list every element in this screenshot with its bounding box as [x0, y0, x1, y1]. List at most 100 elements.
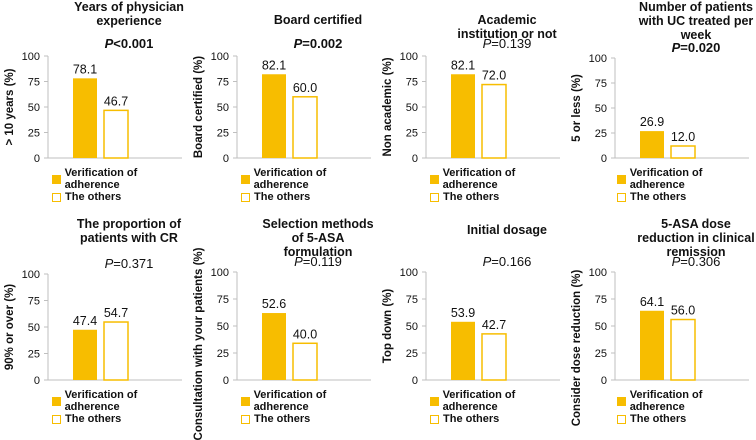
y-tick-label: 50	[217, 321, 229, 333]
plot-area: 0 25 50 75 100 26.9 12.0	[589, 53, 749, 165]
legend-entry: Verification of adherence	[430, 389, 567, 413]
plot-area: 0 25 50 75 100 47.4 54.7	[22, 269, 182, 387]
bar-adherence	[262, 74, 286, 158]
data-label: 56.0	[671, 304, 695, 318]
y-tick-label: 25	[217, 348, 229, 360]
legend-label-others: The others	[65, 191, 122, 203]
bar-others	[481, 333, 507, 381]
plot-area: 0 25 50 75 100 82.1 72.0	[400, 51, 560, 165]
p-value: P=0.119	[259, 254, 377, 269]
plot-area: 0 25 50 75 100 78.1 46.7	[22, 51, 182, 165]
y-axis-label: Board certified (%)	[193, 55, 205, 159]
legend: Verification of adherence The others	[241, 389, 378, 428]
p-value: P=0.166	[448, 254, 566, 269]
plot-area: 0 25 50 75 100 53.9 42.7	[400, 267, 560, 387]
bar-others	[103, 321, 129, 381]
legend-entry: The others	[52, 410, 189, 428]
legend-label-others: The others	[443, 413, 500, 425]
chart-title: The proportion of patients with CR	[76, 217, 182, 245]
p-value-symbol: P	[104, 256, 114, 271]
legend-swatch-adherence	[241, 174, 250, 184]
y-tick-label: 25	[406, 128, 418, 140]
p-value-number: =0.166	[491, 254, 532, 269]
y-tick-label: 0	[601, 375, 607, 387]
p-value-symbol: P	[671, 254, 681, 269]
y-tick-label: 75	[28, 77, 40, 89]
legend-entry: The others	[52, 188, 189, 206]
legend-label-others: The others	[443, 191, 500, 203]
p-value: P=0.306	[637, 254, 755, 269]
y-tick-label: 50	[406, 102, 418, 114]
y-tick-label: 50	[595, 321, 607, 333]
legend-swatch-adherence	[52, 174, 61, 184]
y-tick-label: 0	[34, 153, 40, 165]
legend-swatch-others	[430, 414, 439, 424]
bar-adherence	[451, 74, 475, 158]
p-value: P=0.371	[70, 256, 188, 271]
p-value-symbol: P	[294, 254, 303, 269]
data-label: 47.4	[73, 314, 97, 328]
legend-swatch-others	[52, 192, 61, 202]
p-value: P=0.002	[259, 36, 377, 51]
legend-entry: Verification of adherence	[617, 389, 756, 413]
p-value-number: =0.139	[491, 36, 532, 51]
data-label: 46.7	[104, 94, 128, 108]
legend-entry: The others	[430, 188, 567, 206]
legend-swatch-others	[430, 192, 439, 202]
y-tick-label: 0	[601, 153, 607, 165]
y-tick-label: 25	[28, 349, 40, 361]
data-label: 52.6	[262, 297, 286, 311]
legend-label-adherence: Verification of adherence	[64, 167, 138, 191]
legend-label-others: The others	[254, 191, 311, 203]
data-label: 42.7	[482, 318, 506, 332]
chart-title: Number of patients with UC treated per w…	[638, 0, 754, 42]
bar-adherence	[451, 321, 475, 380]
legend-entry: Verification of adherence	[430, 167, 567, 191]
chart-title: Years of physician experience	[74, 0, 184, 28]
y-axis-label: > 10 years (%)	[4, 68, 16, 146]
legend-entry: The others	[430, 410, 567, 428]
y-tick-label: 0	[412, 153, 418, 165]
legend-label-adherence: Verification of adherence	[64, 389, 138, 413]
legend: Verification of adherence The others	[241, 167, 378, 206]
legend-swatch-adherence	[430, 174, 439, 184]
p-value-number: =0.371	[113, 256, 154, 271]
legend-swatch-adherence	[430, 396, 439, 406]
legend: Verification of adherence The others	[52, 167, 189, 206]
p-value-symbol: P	[482, 36, 492, 51]
legend-label-adherence: Verification of adherence	[629, 167, 703, 191]
legend-entry: Verification of adherence	[617, 167, 756, 191]
y-tick-label: 0	[223, 153, 229, 165]
y-tick-label: 25	[406, 348, 418, 360]
chart-title: Initial dosage	[467, 223, 547, 237]
chart-panel-7: Initial dosage P=0.166 0 25 50 75 100 53.9 42.7 T…	[378, 217, 567, 434]
y-tick-label: 0	[412, 375, 418, 387]
legend-swatch-others	[241, 192, 250, 202]
y-tick-label: 75	[406, 294, 418, 306]
bar-others	[670, 145, 696, 159]
data-label: 64.1	[640, 295, 664, 309]
data-label: 60.0	[293, 81, 317, 95]
legend-swatch-others	[617, 414, 626, 424]
legend-label-adherence: Verification of adherence	[253, 167, 327, 191]
plot-area: 0 25 50 75 100 52.6 40.0	[211, 267, 371, 387]
legend-entry: The others	[241, 410, 378, 428]
chart-panel-4: Number of patients with UC treated per w…	[567, 0, 756, 217]
y-tick-label: 75	[595, 294, 607, 306]
bar-others	[292, 342, 318, 381]
p-value-symbol: P	[482, 254, 492, 269]
y-tick-label: 25	[595, 348, 607, 360]
chart-panel-5: The proportion of patients with CR P=0.37…	[0, 217, 189, 434]
y-tick-label: 75	[217, 294, 229, 306]
y-tick-label: 50	[217, 102, 229, 114]
y-tick-label: 100	[22, 269, 40, 281]
y-axis-label: Consultation with your patients (%)	[193, 247, 205, 440]
data-label: 26.9	[640, 115, 664, 129]
legend-entry: Verification of adherence	[241, 167, 378, 191]
y-tick-label: 75	[406, 77, 418, 89]
chart-title: Academic institution or not	[457, 13, 557, 41]
legend: Verification of adherence The others	[430, 389, 567, 428]
y-axis-label: 5 or less (%)	[571, 74, 583, 142]
bar-others	[103, 109, 129, 159]
chart-panel-8: 5-ASA dose reduction in clinical remissi…	[567, 217, 756, 434]
